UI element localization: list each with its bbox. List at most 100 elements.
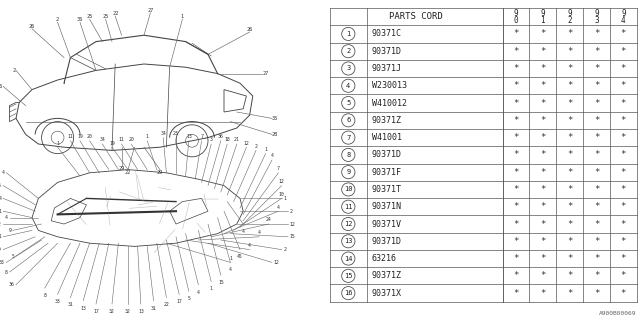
Text: 5: 5 — [188, 296, 190, 301]
Text: *: * — [540, 254, 545, 263]
Text: *: * — [621, 81, 626, 90]
Text: *: * — [540, 271, 545, 280]
Text: 1: 1 — [229, 256, 232, 261]
Text: 3: 3 — [346, 66, 351, 71]
Text: 90371J: 90371J — [372, 64, 402, 73]
Text: 7: 7 — [346, 135, 351, 140]
Text: 11: 11 — [68, 134, 73, 139]
Text: *: * — [513, 64, 519, 73]
Text: *: * — [567, 81, 572, 90]
Text: 13: 13 — [186, 134, 191, 139]
Text: 14: 14 — [344, 256, 353, 261]
Text: 12: 12 — [344, 221, 353, 227]
Text: 1: 1 — [264, 147, 267, 152]
Text: *: * — [567, 133, 572, 142]
Text: 33: 33 — [0, 260, 5, 265]
Text: 7: 7 — [277, 166, 280, 171]
Text: 2: 2 — [255, 144, 257, 149]
Text: *: * — [621, 237, 626, 246]
Text: 22: 22 — [125, 170, 131, 175]
Text: 21: 21 — [234, 137, 239, 142]
Text: *: * — [594, 133, 599, 142]
Text: *: * — [594, 99, 599, 108]
Text: *: * — [540, 116, 545, 125]
Text: *: * — [540, 185, 545, 194]
Text: 36: 36 — [218, 134, 223, 139]
Text: 17: 17 — [93, 309, 99, 314]
Text: *: * — [567, 271, 572, 280]
Text: 0: 0 — [514, 16, 518, 25]
Text: *: * — [513, 271, 519, 280]
Text: *: * — [621, 202, 626, 211]
Text: *: * — [621, 289, 626, 298]
Text: PARTS CORD: PARTS CORD — [389, 12, 443, 21]
Text: 1: 1 — [541, 16, 545, 25]
Text: *: * — [621, 271, 626, 280]
Text: 90371T: 90371T — [372, 185, 402, 194]
Text: 90371Z: 90371Z — [372, 116, 402, 125]
Text: 9: 9 — [514, 9, 518, 18]
Text: *: * — [621, 168, 626, 177]
Text: *: * — [513, 133, 519, 142]
Text: 20: 20 — [129, 137, 134, 142]
Text: *: * — [594, 116, 599, 125]
Text: *: * — [594, 168, 599, 177]
Text: *: * — [594, 254, 599, 263]
Text: 45: 45 — [237, 254, 243, 260]
Text: *: * — [621, 29, 626, 38]
Text: 17: 17 — [177, 299, 182, 304]
Text: 32: 32 — [109, 309, 115, 314]
Text: 9: 9 — [541, 9, 545, 18]
Text: 90371Z: 90371Z — [372, 271, 402, 280]
Text: 31: 31 — [151, 306, 156, 311]
Text: *: * — [621, 47, 626, 56]
Text: *: * — [621, 116, 626, 125]
Text: 4: 4 — [346, 83, 351, 89]
Text: 4: 4 — [621, 16, 626, 25]
Text: *: * — [540, 64, 545, 73]
Text: *: * — [567, 29, 572, 38]
Text: 33: 33 — [55, 299, 60, 304]
Text: 12: 12 — [244, 140, 249, 146]
Text: *: * — [567, 289, 572, 298]
Text: 4: 4 — [248, 243, 251, 248]
Text: 12: 12 — [279, 179, 284, 184]
Text: 13: 13 — [81, 306, 86, 311]
Text: 9: 9 — [568, 9, 572, 18]
Text: *: * — [567, 220, 572, 228]
Text: 11: 11 — [344, 204, 353, 210]
Text: 10: 10 — [344, 187, 353, 192]
Text: 4: 4 — [242, 229, 244, 234]
Text: *: * — [513, 289, 519, 298]
Text: 1: 1 — [146, 134, 148, 139]
Text: 16: 16 — [344, 290, 353, 296]
Text: *: * — [540, 168, 545, 177]
Text: *: * — [567, 168, 572, 177]
Text: *: * — [513, 150, 519, 159]
Text: *: * — [567, 116, 572, 125]
Text: *: * — [567, 47, 572, 56]
Text: 90371V: 90371V — [372, 220, 402, 228]
Text: 36: 36 — [77, 17, 83, 22]
Text: *: * — [567, 150, 572, 159]
Text: 28: 28 — [272, 132, 278, 137]
Text: 10: 10 — [279, 192, 284, 197]
Text: 4: 4 — [277, 204, 280, 210]
Text: 16: 16 — [0, 183, 2, 188]
Text: *: * — [594, 271, 599, 280]
Text: *: * — [621, 64, 626, 73]
Text: 3: 3 — [594, 16, 599, 25]
Text: 34: 34 — [100, 137, 105, 142]
Text: *: * — [540, 133, 545, 142]
Text: 22: 22 — [0, 221, 2, 227]
Text: 90371N: 90371N — [372, 202, 402, 211]
Text: A900B00069: A900B00069 — [599, 311, 637, 316]
Text: 9: 9 — [8, 228, 12, 233]
Text: *: * — [540, 202, 545, 211]
Text: W41001: W41001 — [372, 133, 402, 142]
Text: 13: 13 — [344, 238, 353, 244]
Text: 2: 2 — [56, 17, 59, 22]
Text: *: * — [540, 81, 545, 90]
Text: *: * — [567, 202, 572, 211]
Text: *: * — [513, 81, 519, 90]
